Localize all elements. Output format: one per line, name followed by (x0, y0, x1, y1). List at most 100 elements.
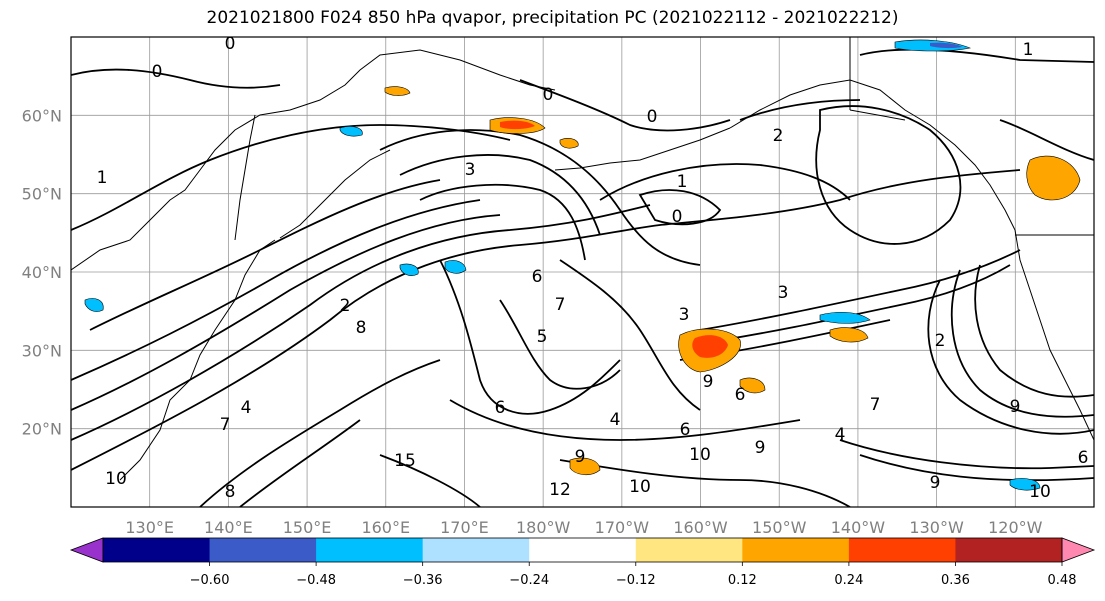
colorbar-extend-min (69, 537, 104, 563)
contour-label: 10 (1029, 482, 1051, 502)
contour-label: 9 (1010, 397, 1021, 417)
longitude-tick-labels: 130°E 140°E 150°E 160°E 170°E 180°W 170°W 160°W… (125, 518, 1042, 537)
contour-label: 10 (689, 445, 711, 465)
lon-tick-label: 170°E (440, 518, 489, 537)
contour (739, 99, 861, 121)
contour (379, 454, 481, 507)
contour (599, 163, 851, 201)
lon-tick-label: 160°W (673, 518, 728, 537)
contour-label: 0 (152, 62, 163, 82)
coastline-japan (119, 239, 276, 481)
contour-label: 0 (543, 85, 554, 105)
contour-label: 4 (610, 410, 621, 430)
shade-orange (829, 327, 869, 343)
contour (999, 119, 1094, 161)
contour (439, 259, 621, 415)
contour-label: 4 (835, 425, 846, 445)
contour-label: 2 (773, 126, 784, 146)
contour (71, 68, 281, 89)
colorbar-extend-max (1061, 537, 1096, 563)
contour-label: 7 (870, 395, 881, 415)
colorbar-segment (848, 538, 956, 562)
colorbar-segment (529, 538, 637, 562)
colorbar-segment (635, 538, 743, 562)
colorbar-tick-label: −0.36 (403, 573, 443, 588)
shade-blue (1009, 478, 1041, 491)
shade-orange (1026, 155, 1081, 201)
contour (699, 249, 1021, 331)
colorbar-segment (316, 538, 424, 562)
contour-label: 1 (97, 168, 108, 188)
shade-blue (444, 260, 467, 274)
coastlines (71, 37, 1094, 481)
contour (499, 299, 621, 390)
coastline-asia (71, 49, 556, 271)
coastline-alaska (729, 79, 1016, 231)
coastline-namerica (1014, 229, 1094, 441)
colorbar-segment (209, 538, 317, 562)
coastline-sakhalin (234, 114, 256, 241)
shade-orange (384, 86, 411, 96)
contour (815, 105, 962, 245)
contour-label: 6 (495, 398, 506, 418)
colorbar-segment (742, 538, 850, 562)
contour (239, 419, 361, 507)
lat-tick-label: 20°N (22, 420, 62, 439)
lat-tick-label: 40°N (22, 263, 62, 282)
shade-orange (559, 138, 579, 149)
shade-blue (84, 298, 104, 312)
contour (859, 454, 1094, 482)
colorbar-tick-label: 0.12 (728, 573, 757, 588)
lat-tick-label: 50°N (22, 185, 62, 204)
colorbar-tick-label: 0.48 (1048, 573, 1077, 588)
contour-label: 3 (679, 305, 690, 325)
contour-label: 2 (935, 331, 946, 351)
contour-label: 4 (241, 398, 252, 418)
colorbar-frame (102, 537, 1063, 563)
contour (559, 459, 851, 507)
lon-tick-label: 150°W (752, 518, 807, 537)
map-frame (70, 36, 1095, 508)
contour-label: 0 (225, 34, 236, 54)
colorbar-tick-label: −0.24 (509, 573, 549, 588)
contour (419, 183, 586, 261)
contour-label: 1 (1023, 40, 1034, 60)
lon-tick-label: 130°E (125, 518, 174, 537)
lat-tick-label: 60°N (22, 106, 62, 125)
contour-label: 3 (778, 283, 789, 303)
colorbar-tick-label: 0.24 (834, 573, 863, 588)
shade-blue (339, 126, 363, 137)
contour (399, 154, 601, 236)
contour (199, 359, 441, 507)
colorbar-tick-label: −0.60 (190, 573, 230, 588)
colorbar-tick-label: 0.36 (941, 573, 970, 588)
colorbar-segment (422, 538, 530, 562)
lon-tick-label: 120°W (988, 518, 1043, 537)
lon-tick-label: 130°W (909, 518, 964, 537)
contour (974, 264, 1094, 398)
contour (71, 124, 511, 231)
colorbar-segment (955, 538, 1063, 562)
contour (839, 439, 1094, 470)
contour-label: 8 (225, 482, 236, 502)
contour-label: 10 (629, 477, 651, 497)
shade-orange (739, 377, 766, 394)
contour (689, 264, 1011, 346)
contour-label: 6 (1078, 448, 1089, 468)
gridlines (71, 37, 1094, 507)
contour-label: 1 (677, 172, 688, 192)
contour-label: 9 (575, 447, 586, 467)
lon-tick-label: 160°E (361, 518, 410, 537)
contour-label: 12 (549, 480, 571, 500)
contour (559, 259, 701, 411)
latitude-tick-labels: 60°N 50°N 40°N 30°N 20°N (22, 106, 62, 438)
shade-navy (930, 42, 962, 49)
lon-tick-label: 170°W (595, 518, 650, 537)
contour-label: 15 (394, 451, 416, 471)
colorbar-segment (103, 538, 211, 562)
lon-tick-label: 140°E (204, 518, 253, 537)
map-title: 2021021800 F024 850 hPa qvapor, precipit… (206, 8, 899, 28)
precip-pc-shading (84, 39, 1081, 491)
